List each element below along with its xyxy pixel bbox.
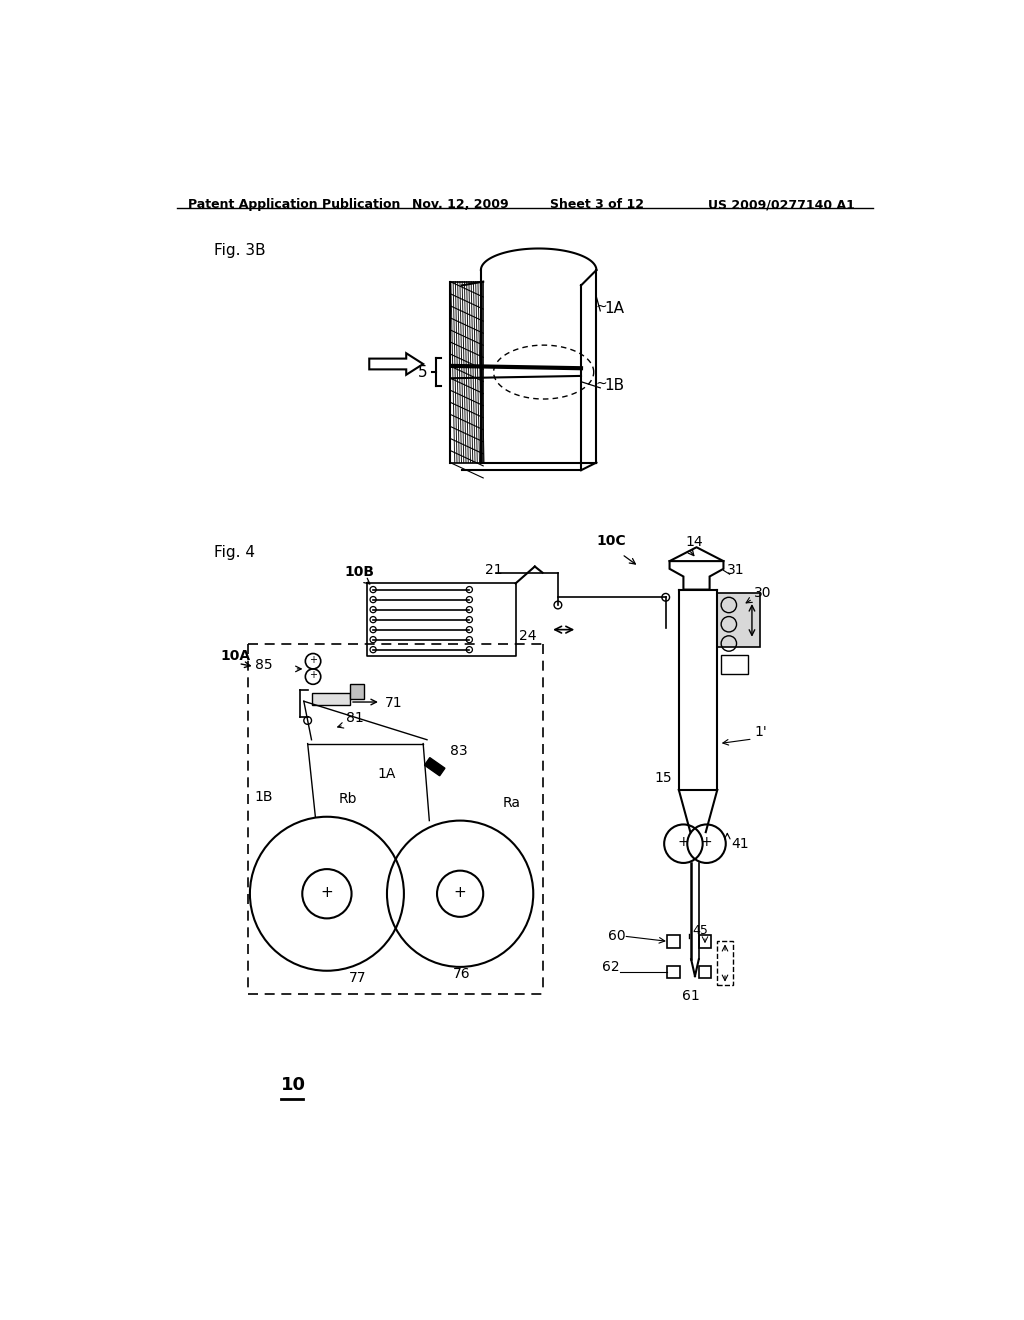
Text: Nov. 12, 2009: Nov. 12, 2009 bbox=[412, 198, 508, 211]
Text: ~: ~ bbox=[596, 378, 607, 391]
Text: 24: 24 bbox=[519, 628, 537, 643]
Text: 83: 83 bbox=[451, 744, 468, 758]
Bar bbox=[698, 936, 711, 948]
Text: 76: 76 bbox=[453, 968, 470, 982]
Text: +: + bbox=[700, 836, 713, 849]
Bar bbox=[717, 941, 733, 985]
Text: 85: 85 bbox=[255, 657, 272, 672]
Text: 10B: 10B bbox=[345, 565, 375, 578]
Bar bbox=[721, 655, 749, 675]
Text: 61: 61 bbox=[682, 989, 700, 1003]
Text: 15: 15 bbox=[654, 771, 672, 785]
Text: 10A: 10A bbox=[220, 649, 251, 664]
Text: Rb: Rb bbox=[339, 792, 357, 807]
Text: Ra: Ra bbox=[503, 796, 520, 809]
Text: 10: 10 bbox=[281, 1076, 306, 1094]
Bar bbox=[668, 966, 680, 978]
Text: +: + bbox=[309, 671, 317, 680]
Text: 10C: 10C bbox=[596, 535, 626, 548]
Text: 1': 1' bbox=[755, 725, 767, 739]
Text: +: + bbox=[678, 836, 689, 849]
Text: 14: 14 bbox=[685, 536, 702, 549]
Text: 1A: 1A bbox=[377, 767, 395, 781]
Text: 1A: 1A bbox=[604, 301, 624, 315]
Polygon shape bbox=[425, 758, 445, 776]
Text: Sheet 3 of 12: Sheet 3 of 12 bbox=[550, 198, 644, 211]
Text: Fig. 3B: Fig. 3B bbox=[214, 243, 265, 259]
Text: 60: 60 bbox=[608, 929, 626, 942]
Text: 45: 45 bbox=[692, 924, 709, 937]
Text: 31: 31 bbox=[727, 564, 744, 577]
Bar bbox=[311, 693, 350, 705]
Text: 77: 77 bbox=[348, 972, 366, 985]
Text: 62: 62 bbox=[602, 960, 620, 974]
Text: US 2009/0277140 A1: US 2009/0277140 A1 bbox=[708, 198, 855, 211]
Text: 5: 5 bbox=[418, 364, 427, 380]
Text: ~: ~ bbox=[596, 300, 607, 314]
Text: 81: 81 bbox=[346, 711, 364, 725]
Text: +: + bbox=[454, 884, 467, 900]
Text: +: + bbox=[321, 884, 333, 900]
Bar bbox=[717, 594, 760, 647]
Bar bbox=[350, 684, 364, 700]
Text: 21: 21 bbox=[484, 564, 503, 577]
Text: 41: 41 bbox=[731, 837, 749, 850]
Bar bbox=[698, 966, 711, 978]
Text: 1B: 1B bbox=[604, 378, 625, 393]
Text: Patent Application Publication: Patent Application Publication bbox=[188, 198, 400, 211]
Text: 71: 71 bbox=[385, 696, 402, 710]
Bar bbox=[668, 936, 680, 948]
Text: Fig. 4: Fig. 4 bbox=[214, 545, 255, 560]
Text: 1B: 1B bbox=[255, 791, 273, 804]
Text: 30: 30 bbox=[755, 586, 772, 601]
Polygon shape bbox=[370, 354, 423, 375]
Text: +: + bbox=[309, 655, 317, 665]
